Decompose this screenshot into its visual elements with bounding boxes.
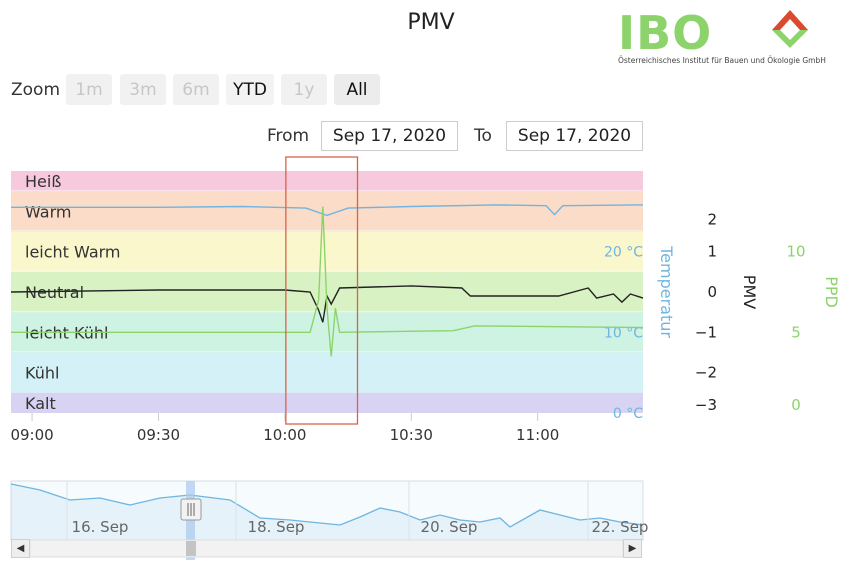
pmv-tick-label: −2 (695, 364, 717, 382)
temperature-tick-label: 20 °C (604, 245, 643, 261)
to-label: To (474, 126, 492, 146)
navigator-date-label: 16. Sep (72, 518, 129, 536)
pmv-tick-label: 0 (707, 283, 717, 301)
x-tick-label: 10:30 (390, 426, 433, 444)
temperature-tick-label: 10 °C (604, 325, 643, 341)
pmv-tick-label: −3 (695, 396, 717, 414)
zoom-all-button[interactable]: All (334, 74, 380, 105)
pmv-series-line (10, 285, 644, 323)
x-tick-label: 09:00 (10, 426, 53, 444)
logo-subtitle: Österreichisches Institut für Bauen und … (618, 56, 826, 65)
band-label: Warm (25, 202, 71, 221)
navigator-line (10, 483, 644, 528)
ppd-tick-label: 10 (786, 243, 805, 261)
x-tick-label: 09:30 (137, 426, 180, 444)
comfort-band (11, 352, 643, 393)
navigator-date-label: 22. Sep (592, 518, 649, 536)
comfort-band (11, 231, 643, 272)
pmv-tick-label: 1 (707, 243, 717, 261)
comfort-band (11, 392, 643, 413)
pmv-tick-label: 2 (707, 210, 717, 228)
pmv-tick-label: −1 (695, 323, 717, 341)
highlight-box (285, 156, 359, 425)
ppd-axis-title: PPD (822, 276, 841, 308)
to-date-input[interactable]: Sep 17, 2020 (506, 121, 643, 151)
zoom-label: Zoom (11, 80, 61, 100)
temperature-axis-title: Temperatur (657, 245, 676, 338)
comfort-band (11, 191, 643, 232)
navigator-frame (10, 480, 644, 541)
ppd-series-line (11, 206, 644, 357)
pmv-axis-title: PMV (740, 275, 759, 309)
scroll-left-button[interactable]: ◀ (11, 539, 30, 558)
x-tick-label: 10:00 (263, 426, 306, 444)
zoom-3m-button[interactable]: 3m (120, 74, 166, 105)
band-label: Heiß (25, 172, 61, 191)
ppd-tick-label: 5 (791, 323, 801, 341)
zoom-ytd-button[interactable]: YTD (226, 74, 274, 105)
band-label: Neutral (25, 283, 84, 302)
from-label: From (267, 126, 310, 146)
scroll-right-button[interactable]: ▶ (623, 539, 642, 558)
temperature-series-line (11, 204, 644, 217)
navigator-date-label: 20. Sep (421, 518, 478, 536)
zoom-1y-button[interactable]: 1y (281, 74, 327, 105)
navigator-date-label: 18. Sep (248, 518, 305, 536)
comfort-band (11, 171, 643, 192)
band-label: Kalt (25, 394, 56, 413)
navigator-scrollbar-thumb[interactable] (186, 541, 196, 556)
zoom-1m-button[interactable]: 1m (66, 74, 112, 105)
ppd-tick-label: 0 (791, 396, 801, 414)
navigator-area (11, 484, 643, 540)
x-tick-label: 11:00 (516, 426, 559, 444)
temperature-tick-label: 0 °C (613, 406, 643, 422)
from-date-input[interactable]: Sep 17, 2020 (321, 121, 458, 151)
page-title: PMV (407, 10, 455, 35)
ibo-logo: IBO (618, 6, 713, 60)
band-label: leicht Warm (25, 243, 121, 262)
navigator-scrollbar-track[interactable] (29, 539, 624, 558)
zoom-6m-button[interactable]: 6m (173, 74, 219, 105)
ibo-house-icon (772, 10, 808, 48)
band-label: Kühl (25, 364, 59, 383)
